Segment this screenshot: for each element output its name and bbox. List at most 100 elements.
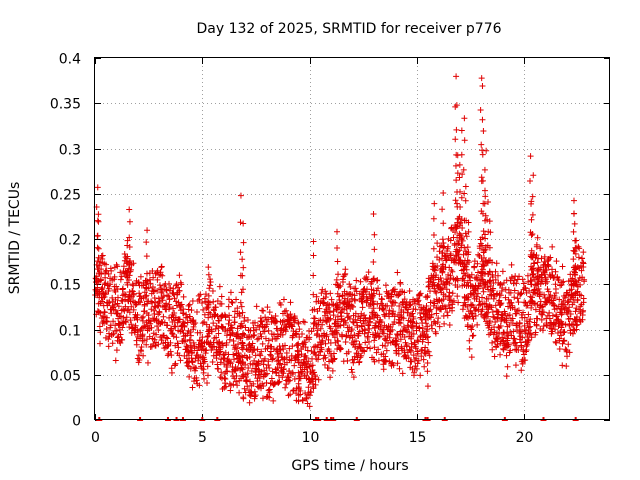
data-point [147,280,154,287]
data-point [574,297,581,304]
data-point [204,298,211,305]
data-point [326,302,333,309]
data-point [233,345,240,352]
data-point [223,368,230,375]
data-point [462,248,469,255]
data-point [461,115,468,122]
data-point [474,260,481,267]
data-point [299,330,306,337]
data-point [128,266,135,273]
data-point [453,102,460,109]
data-point [314,327,321,334]
data-point [105,270,112,277]
data-point [576,245,583,252]
data-point [264,304,271,311]
data-point [371,358,378,365]
data-point [237,323,244,330]
data-point [204,333,211,340]
data-point [420,356,427,363]
data-point [228,299,235,306]
data-point [499,268,506,275]
data-point [335,342,342,349]
data-point [365,329,372,336]
data-point [537,290,544,297]
data-point [495,335,502,342]
data-point [572,244,579,251]
data-point [142,323,149,330]
data-point [107,281,114,288]
data-point [440,280,447,287]
data-point [326,316,333,323]
data-point [122,303,129,310]
data-point [231,356,238,363]
data-point [124,268,131,275]
data-point [504,323,511,330]
data-point [569,275,576,282]
data-point [235,349,242,356]
data-point [440,220,447,227]
data-point [95,245,102,252]
data-point [528,247,535,254]
data-point [519,334,526,341]
data-point [343,290,350,297]
data-point [566,304,573,311]
data-point [96,340,103,347]
data-point [562,294,569,301]
data-point [124,253,131,260]
data-point [280,346,287,353]
data-point [199,320,206,327]
data-point [240,239,247,246]
data-point [445,302,452,309]
data-point [452,197,459,204]
data-point [199,343,206,350]
data-point [130,306,137,313]
data-point [301,319,308,326]
data-point [524,302,531,309]
data-point [525,311,532,318]
data-point [94,232,101,239]
data-point [339,292,346,299]
data-point [527,323,534,330]
data-point [134,316,141,323]
data-point [237,249,244,256]
data-point [480,285,487,292]
data-point [150,274,157,281]
data-point [361,312,368,319]
data-point [414,350,421,357]
data-point [518,290,525,297]
data-point [204,379,211,386]
data-point [364,276,371,283]
data-point [174,284,181,291]
data-point [196,382,203,389]
data-point [538,278,545,285]
data-point [224,362,231,369]
data-point [201,319,208,326]
data-point [529,271,536,278]
data-point [549,243,556,250]
data-point [500,345,507,352]
data-point [180,293,187,300]
data-point [337,310,344,317]
data-point [350,359,357,366]
data-point [185,306,192,313]
data-point [104,318,111,325]
data-point [145,284,152,291]
data-point [550,319,557,326]
data-point [346,315,353,322]
data-point [544,278,551,285]
data-point [154,267,161,274]
data-point [499,284,506,291]
data-point [565,341,572,348]
data-point [308,328,315,335]
data-point [211,312,218,319]
data-point [156,298,163,305]
data-point [118,297,125,304]
data-point [319,337,326,344]
data-point [552,295,559,302]
data-point [428,311,435,318]
data-point [117,339,124,346]
data-point [570,197,577,204]
data-point [470,332,477,339]
data-point [365,338,372,345]
data-point [474,321,481,328]
